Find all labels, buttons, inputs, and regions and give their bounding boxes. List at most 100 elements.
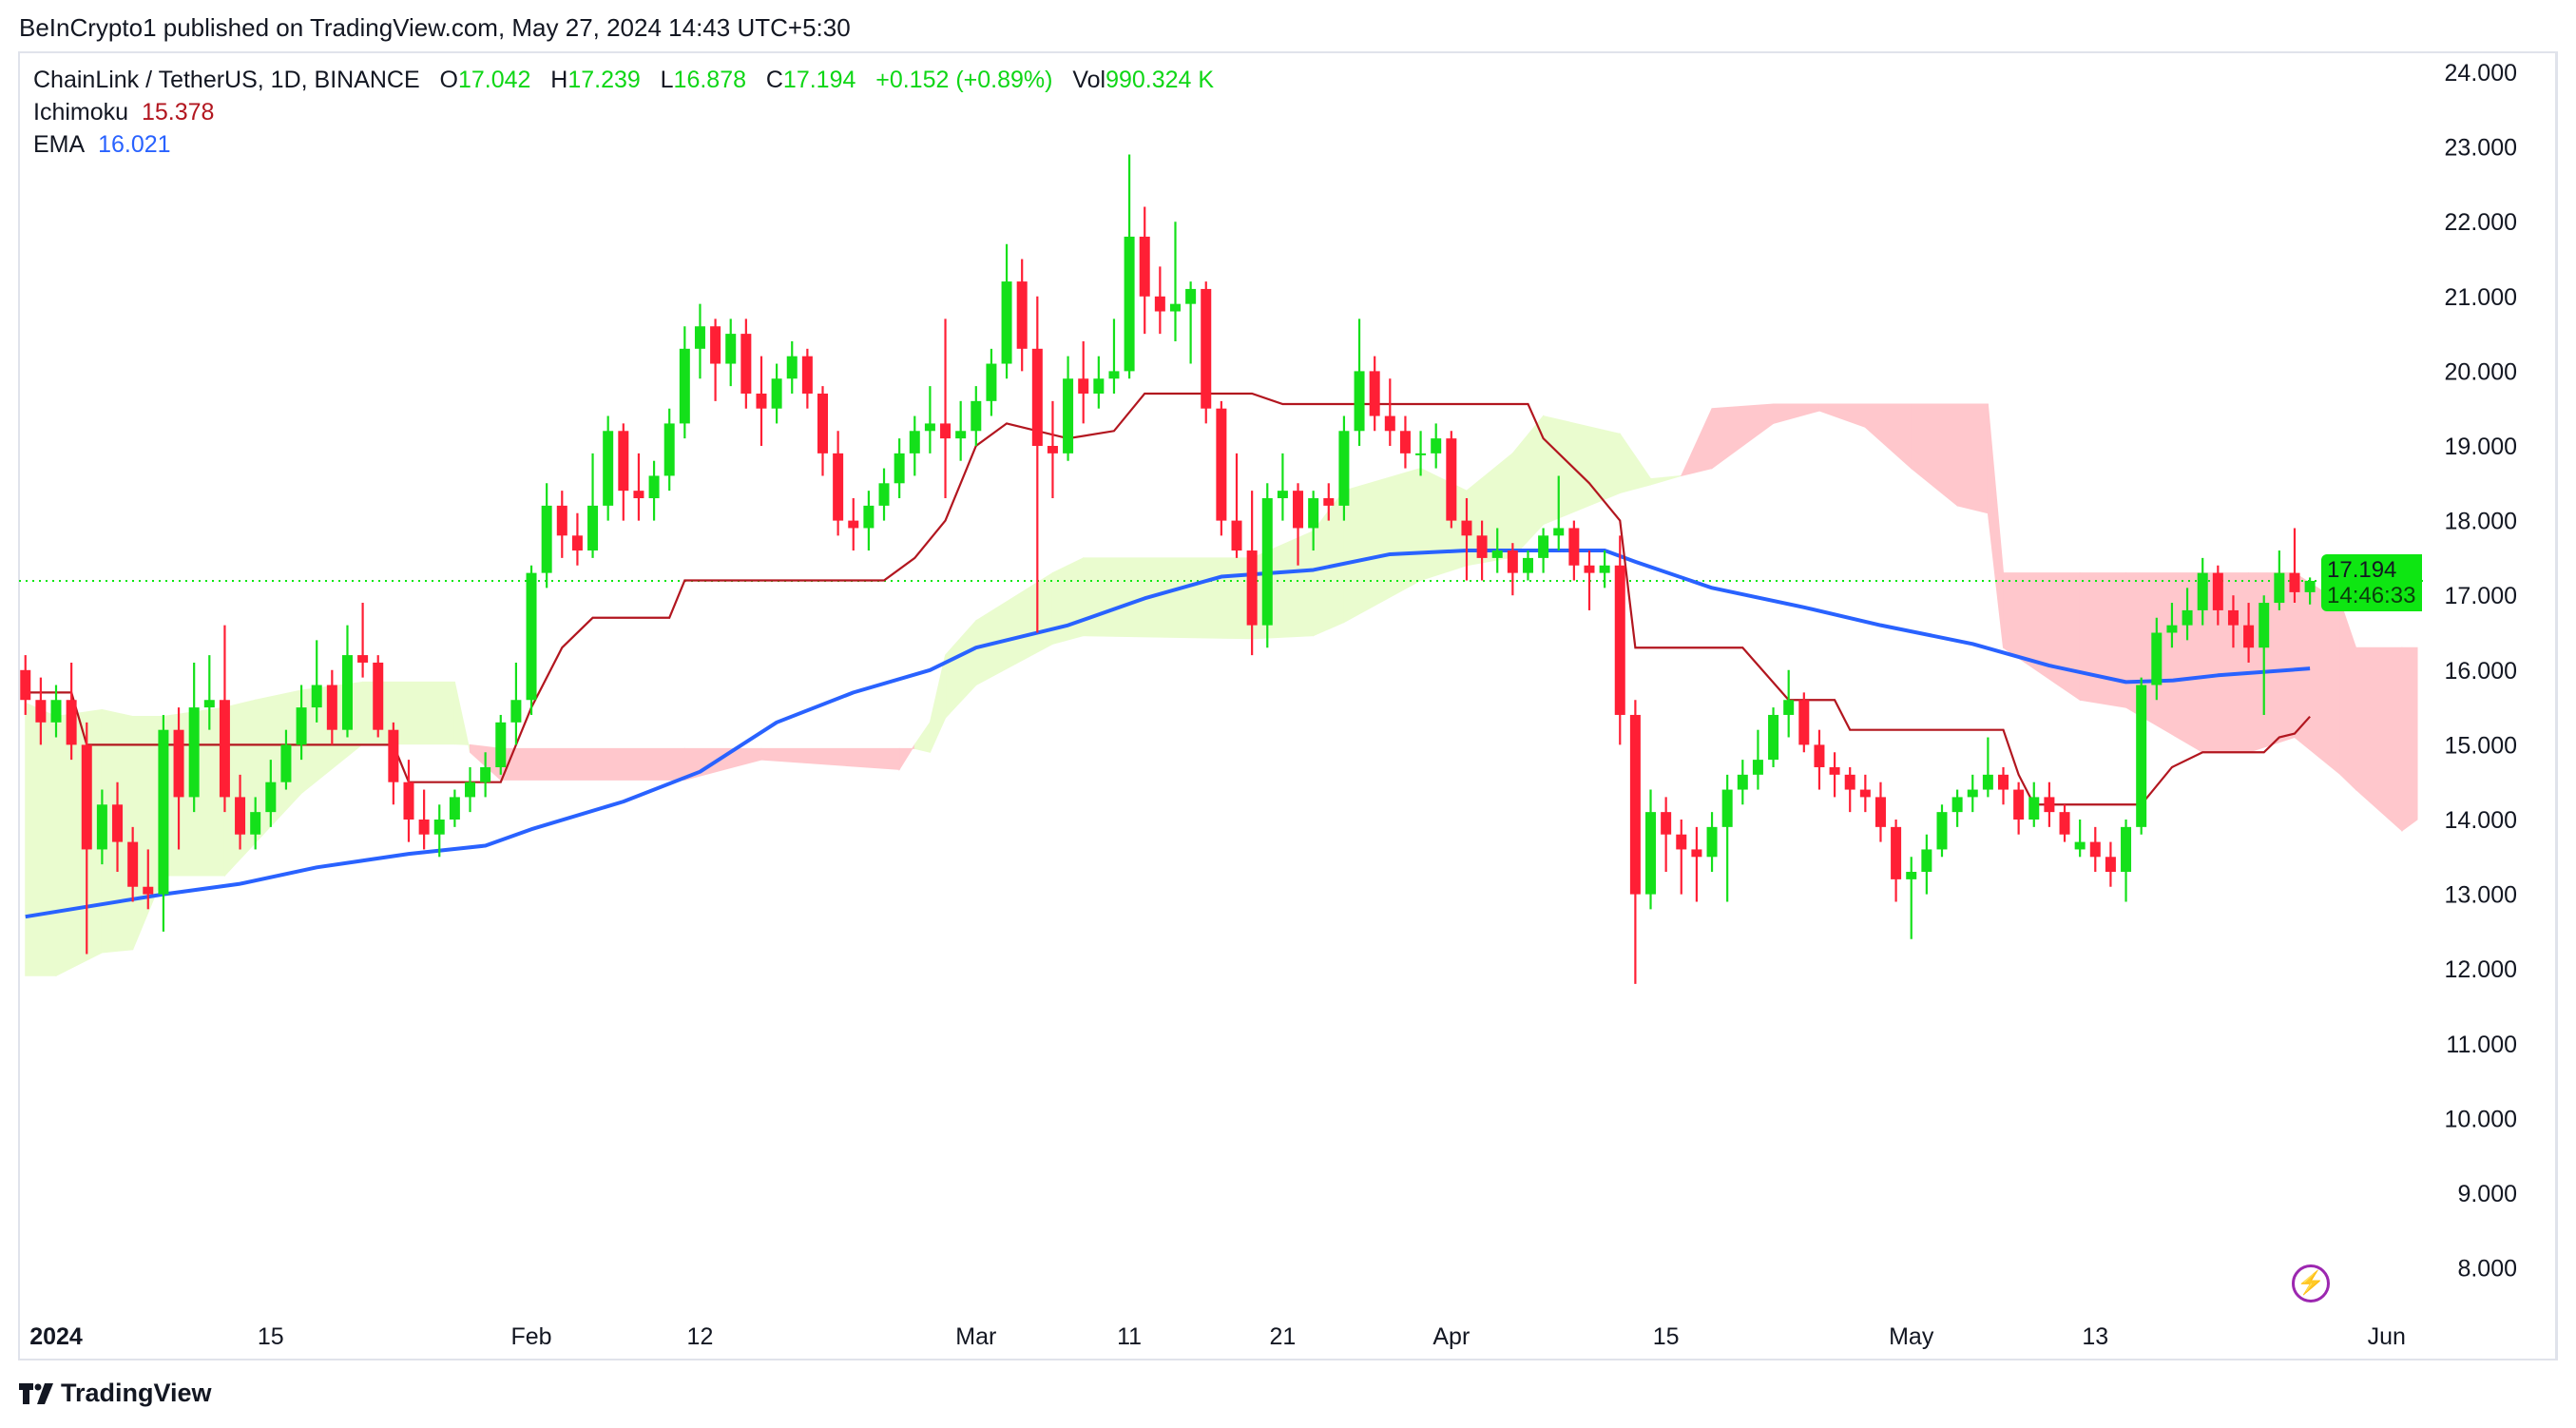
ichimoku-label: Ichimoku: [33, 99, 129, 125]
tradingview-logo[interactable]: TradingView: [19, 1379, 212, 1408]
legend-symbol-row: ChainLink / TetherUS, 1D, BINANCE O17.04…: [33, 67, 1214, 94]
candle-up: [1277, 491, 1288, 499]
ichimoku-cloud-bearish: [1987, 403, 2005, 648]
ichimoku-cloud-bearish: [1773, 403, 1820, 425]
ichimoku-cloud-bearish: [760, 747, 900, 770]
candle-up: [1752, 760, 1763, 775]
candle-down: [127, 841, 139, 887]
candle-up: [1921, 849, 1932, 873]
candle-down: [1246, 550, 1258, 626]
candle-up: [296, 707, 307, 745]
candle-down: [219, 700, 230, 798]
ichimoku-cloud-bearish: [2003, 572, 2081, 702]
candle-down: [2089, 841, 2101, 858]
candle-up: [986, 363, 997, 401]
candle-down: [2212, 572, 2223, 610]
candle-down: [1798, 700, 1810, 745]
ichimoku-cloud-bullish: [975, 571, 1053, 686]
candle-down: [1844, 774, 1855, 790]
candle-down: [1998, 774, 2009, 790]
price-tick-label: 22.000: [2445, 209, 2517, 236]
ichimoku-cloud-bearish: [2401, 646, 2418, 832]
candle-down: [1461, 520, 1472, 536]
candle-down: [357, 655, 369, 663]
bar-countdown: 14:46:33: [2327, 583, 2416, 608]
last-price-label: 17.194 14:46:33: [2321, 554, 2422, 611]
candle-down: [2013, 789, 2025, 820]
close-label: C: [765, 67, 783, 93]
candle-up: [725, 334, 737, 364]
high-label: H: [550, 67, 568, 93]
candle-down: [848, 520, 859, 529]
tradingview-logo-icon: [19, 1382, 53, 1404]
price-tick-label: 9.000: [2457, 1181, 2517, 1207]
price-tick-label: 14.000: [2445, 807, 2517, 834]
candle-up: [679, 348, 690, 424]
candle-down: [1047, 446, 1058, 453]
candle-down: [2044, 797, 2055, 813]
candle-down: [710, 326, 721, 364]
candle-down: [1507, 550, 1518, 573]
candle-down: [1676, 834, 1687, 850]
candle-down: [740, 334, 752, 394]
candle-down: [1661, 812, 1672, 835]
candle-down: [143, 886, 154, 895]
candle-up: [1261, 498, 1273, 626]
candle-up: [1768, 714, 1779, 761]
candle-down: [2227, 609, 2239, 626]
candle-up: [2304, 580, 2316, 592]
legend-ichimoku-row[interactable]: Ichimoku 15.378: [33, 99, 214, 126]
candle-up: [541, 505, 552, 573]
lightning-icon[interactable]: ⚡: [2292, 1264, 2330, 1303]
candle-down: [1154, 296, 1165, 312]
candle-up: [894, 453, 905, 484]
candle-up: [1982, 774, 1993, 790]
candle-up: [863, 505, 875, 529]
candle-up: [1951, 797, 1963, 813]
candle-down: [1446, 438, 1457, 521]
candle-up: [603, 431, 614, 506]
candle-up: [2136, 685, 2147, 827]
candle-up: [955, 431, 967, 439]
candle-up: [96, 804, 107, 850]
candle-down: [1369, 371, 1380, 416]
candle-up: [1737, 774, 1748, 790]
ichimoku-cloud-bearish: [898, 743, 915, 772]
candle-up: [480, 766, 491, 782]
time-tick-label: 15: [258, 1323, 284, 1350]
ichimoku-cloud-bearish: [1864, 403, 1913, 470]
ichimoku-cloud-bullish: [453, 682, 471, 753]
candle-down: [756, 393, 767, 409]
candle-up: [280, 744, 292, 782]
candle-up: [2166, 625, 2178, 633]
legend-ema-row[interactable]: EMA 16.021: [33, 131, 171, 159]
candle-up: [1308, 498, 1319, 529]
candle-down: [1216, 408, 1227, 521]
candle-down: [1691, 849, 1702, 858]
ichimoku-cloud-bullish: [1251, 530, 1315, 640]
open-value: 17.042: [457, 67, 531, 93]
time-tick-label: May: [1889, 1323, 1934, 1350]
candle-down: [173, 729, 184, 798]
candle-up: [495, 722, 507, 767]
ichimoku-cloud-bullish: [255, 689, 302, 844]
candle-up: [1124, 236, 1135, 372]
price-tick-label: 19.000: [2445, 434, 2517, 460]
ichimoku-cloud-bearish: [2339, 602, 2356, 791]
price-tick-label: 15.000: [2445, 732, 2517, 759]
ichimoku-cloud-bearish: [1818, 403, 1866, 429]
candle-down: [20, 669, 31, 701]
high-value: 17.239: [567, 67, 641, 93]
time-tick-label: 2024: [29, 1323, 83, 1350]
ichimoku-cloud-bearish: [2079, 572, 2127, 708]
candle-down: [556, 505, 567, 536]
ichimoku-cloud-bullish: [1343, 467, 1422, 624]
price-tick-label: 16.000: [2445, 658, 2517, 685]
price-tick-label: 10.000: [2445, 1106, 2517, 1132]
candle-up: [2028, 797, 2040, 820]
candle-up: [158, 729, 169, 895]
ichimoku-cloud-bearish: [1911, 403, 1958, 507]
symbol-name[interactable]: ChainLink / TetherUS, 1D, BINANCE: [33, 67, 420, 93]
candle-up: [1645, 812, 1657, 895]
